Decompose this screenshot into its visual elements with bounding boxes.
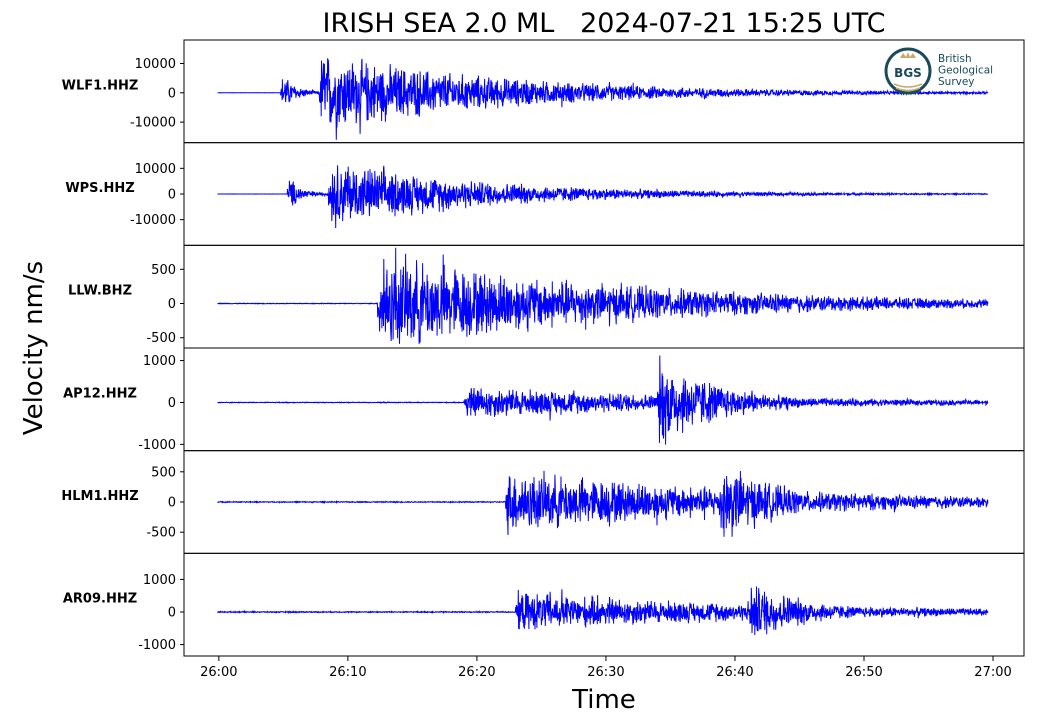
- waveform-wlf1-hhz: [217, 58, 989, 140]
- logo-text-line: British: [938, 53, 972, 65]
- logo-mark: BGS: [894, 66, 922, 80]
- panel-frame: [183, 552, 1025, 657]
- waveform-hlm1-hhz: [217, 470, 989, 537]
- x-axis: 26:00 26:10 26:20 26:30 26:40 26:50 27:00: [200, 656, 1012, 680]
- station-label: AP12.HHZ: [63, 386, 137, 401]
- y-tick-label: 0: [168, 496, 176, 511]
- y-tick-label: 500: [151, 263, 176, 278]
- logo-text-line: Geological: [938, 65, 993, 77]
- station-label: WPS.HHZ: [65, 181, 134, 196]
- y-tick-label: 0: [168, 188, 176, 203]
- station-label: AR09.HHZ: [63, 592, 137, 607]
- panel-hlm1-hhz: 500 0 -500 HLM1.HHZ: [61, 450, 1025, 554]
- y-tick-label: 0: [168, 606, 176, 621]
- x-tick-label: 26:30: [587, 665, 624, 680]
- x-tick-label: 26:40: [716, 665, 753, 680]
- panels: 100000-10000WLF1.HHZ100000-10000WPS.HHZ5…: [61, 39, 1025, 657]
- station-label: HLM1.HHZ: [61, 489, 138, 504]
- waveform-ap12-hhz: [217, 355, 989, 445]
- x-tick-label: 27:00: [974, 665, 1011, 680]
- panel-wps-hhz: 10000 0 -10000 WPS.HHZ: [65, 142, 1025, 246]
- y-tick-label: 10000: [135, 162, 176, 177]
- x-tick-label: 26:00: [200, 665, 237, 680]
- y-tick-label: 10000: [135, 57, 176, 72]
- waveform-ar09-hhz: [217, 586, 989, 636]
- chart-title: IRISH SEA 2.0 ML 2024-07-21 15:25 UTC: [323, 8, 886, 39]
- y-tick-label: 1000: [143, 354, 176, 369]
- panel-wlf1-hhz: 10000 0 -10000 WLF1.HHZ: [62, 39, 1025, 144]
- waveform-llw-bhz: [217, 247, 989, 344]
- panel-llw-bhz: 500 0 -500 LLW.BHZ: [68, 244, 1025, 349]
- y-tick-label: 0: [168, 297, 176, 312]
- y-axis-label: Velocity nm/s: [19, 261, 49, 435]
- x-tick-label: 26:20: [458, 665, 495, 680]
- waveform-wps-hhz: [217, 165, 989, 229]
- x-axis-label: Time: [571, 685, 636, 715]
- y-tick-label: -500: [146, 331, 176, 346]
- y-tick-label: 0: [168, 86, 176, 101]
- x-tick-label: 26:50: [845, 665, 882, 680]
- y-tick-label: -1000: [138, 638, 176, 653]
- y-tick-label: -10000: [130, 116, 176, 131]
- y-tick-label: -10000: [130, 213, 176, 228]
- panel-ar09-hhz: 1000 0 -1000 AR09.HHZ: [63, 552, 1025, 657]
- y-tick-label: 1000: [143, 573, 176, 588]
- y-tick-label: 0: [168, 396, 176, 411]
- y-tick-label: -500: [146, 526, 176, 541]
- y-tick-label: 500: [151, 465, 176, 480]
- panel-ap12-hhz: 1000 0 -1000 AP12.HHZ: [63, 347, 1025, 453]
- logo-text-line: Survey: [938, 76, 975, 88]
- station-label: LLW.BHZ: [68, 284, 132, 299]
- station-label: WLF1.HHZ: [62, 78, 139, 93]
- x-tick-label: 26:10: [329, 665, 366, 680]
- y-tick-label: -1000: [138, 438, 176, 453]
